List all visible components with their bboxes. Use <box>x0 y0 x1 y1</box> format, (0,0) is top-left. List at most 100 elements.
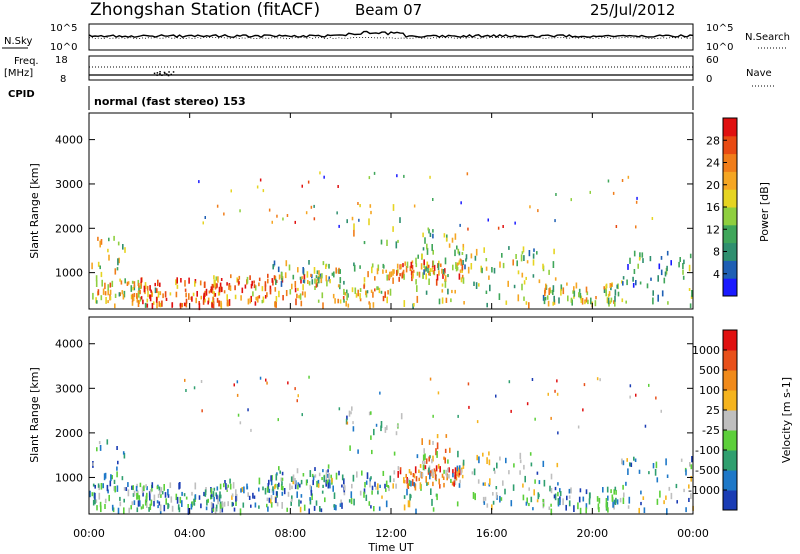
range-gate-cell <box>236 277 238 283</box>
nave-tick-top: 60 <box>706 55 719 66</box>
range-gate-cell <box>280 477 283 482</box>
range-gate-cell <box>443 482 445 488</box>
range-gate-cell <box>352 426 355 432</box>
range-gate-cell <box>410 494 412 499</box>
range-gate-cell <box>389 475 392 483</box>
range-gate-cell <box>196 291 198 297</box>
range-gate-cell <box>578 288 581 293</box>
freq-point <box>163 71 166 74</box>
range-gate-cell <box>321 292 324 299</box>
range-gate-cell <box>273 275 276 280</box>
range-gate-cell <box>420 263 423 270</box>
range-gate-cell <box>323 175 325 179</box>
range-gate-cell <box>137 300 140 307</box>
range-gate-cell <box>406 477 408 484</box>
range-gate-cell <box>277 418 279 422</box>
range-gate-cell <box>335 472 338 480</box>
range-gate-cell <box>513 284 516 289</box>
range-gate-cell <box>142 492 144 497</box>
range-gate-cell <box>399 470 402 475</box>
range-gate-cell <box>310 490 313 496</box>
range-gate-cell <box>181 491 183 496</box>
freq-point <box>156 72 159 74</box>
range-gate-cell <box>322 469 324 473</box>
range-gate-cell <box>248 495 251 500</box>
range-gate-cell <box>411 260 414 264</box>
range-gate-cell <box>211 300 214 304</box>
colorbar-swatch <box>723 450 737 471</box>
range-gate-cell <box>646 283 649 289</box>
range-gate-cell <box>497 226 500 230</box>
range-gate-cell <box>614 301 616 307</box>
range-gate-cell <box>460 277 463 283</box>
power-ylabel: Slant Range [km] <box>28 163 41 259</box>
power-plot-bg <box>89 113 693 309</box>
freq-point <box>166 73 168 75</box>
range-gate-cell <box>550 488 553 494</box>
range-gate-cell <box>519 459 522 464</box>
range-gate-cell <box>607 179 610 183</box>
range-gate-cell <box>428 278 430 285</box>
range-gate-cell <box>325 475 328 480</box>
range-gate-cell <box>474 255 477 261</box>
range-gate-cell <box>461 274 464 279</box>
range-gate-cell <box>300 300 303 307</box>
range-gate-cell <box>459 258 462 262</box>
range-gate-cell <box>167 494 170 498</box>
range-gate-cell <box>344 292 346 296</box>
range-gate-cell <box>322 484 324 488</box>
range-gate-cell <box>487 218 489 222</box>
range-gate-cell <box>607 293 610 298</box>
range-gate-cell <box>347 303 350 308</box>
range-gate-cell <box>346 293 348 301</box>
range-gate-cell <box>298 499 300 507</box>
range-gate-cell <box>454 478 457 486</box>
colorbar-tick-label: -25 <box>702 424 720 437</box>
range-gate-cell <box>274 275 277 281</box>
range-gate-cell <box>345 300 347 307</box>
range-gate-cell <box>98 441 101 445</box>
range-gate-cell <box>656 498 659 505</box>
range-gate-cell <box>555 193 557 196</box>
range-gate-cell <box>203 292 205 300</box>
range-gate-cell <box>281 491 284 496</box>
range-gate-cell <box>154 282 156 287</box>
range-gate-cell <box>399 467 402 471</box>
range-gate-cell <box>259 178 262 182</box>
range-gate-cell <box>648 383 650 387</box>
range-gate-cell <box>352 421 354 425</box>
range-gate-cell <box>371 266 373 274</box>
range-gate-cell <box>318 472 321 477</box>
range-gate-cell <box>131 485 133 490</box>
range-gate-cell <box>358 218 360 222</box>
range-gate-cell <box>350 498 353 505</box>
range-gate-cell <box>107 489 109 494</box>
range-gate-cell <box>183 302 186 307</box>
range-gate-cell <box>292 474 295 482</box>
range-gate-cell <box>639 252 641 260</box>
range-gate-cell <box>605 289 607 297</box>
range-gate-cell <box>185 292 187 298</box>
range-gate-cell <box>622 460 625 466</box>
range-gate-cell <box>130 505 132 510</box>
range-gate-cell <box>92 462 94 466</box>
range-gate-cell <box>456 501 459 507</box>
range-gate-cell <box>441 289 444 293</box>
range-gate-cell <box>690 493 692 499</box>
range-gate-cell <box>155 296 158 303</box>
range-gate-cell <box>201 409 203 413</box>
range-gate-cell <box>459 479 461 484</box>
range-gate-cell <box>292 274 295 280</box>
range-gate-cell <box>613 489 615 495</box>
range-gate-cell <box>190 503 193 510</box>
range-gate-cell <box>135 485 138 492</box>
range-gate-cell <box>202 300 205 305</box>
range-gate-cell <box>424 465 427 470</box>
range-gate-cell <box>406 483 409 488</box>
range-gate-cell <box>566 282 568 286</box>
range-gate-cell <box>626 458 628 462</box>
range-gate-cell <box>157 493 160 498</box>
range-gate-cell <box>219 508 222 513</box>
range-gate-cell <box>276 502 279 507</box>
